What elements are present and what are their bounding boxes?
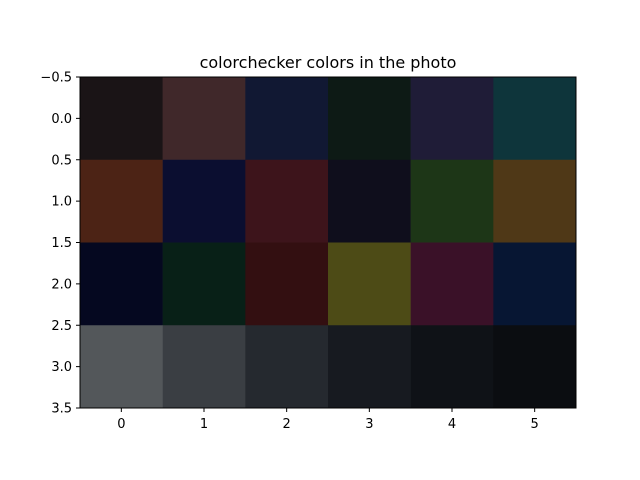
heatmap-cell-r2-c2	[245, 242, 329, 326]
x-tick-label: 3	[365, 417, 373, 432]
y-tick-label: 0.5	[51, 153, 72, 168]
y-tick-label: 0.0	[51, 112, 72, 127]
heatmap-cell-r3-c2	[245, 325, 329, 409]
y-tick-label: −0.5	[40, 71, 72, 86]
heatmap-cell-r1-c3	[328, 159, 411, 243]
y-axis: −0.5 0.0 0.5 1.0 1.5 2.0 2.5 3.0 3.5	[40, 71, 80, 417]
heatmap-cell-r1-c5	[493, 159, 577, 243]
heatmap-cell-r1-c2	[245, 159, 329, 243]
heatmap-cell-r3-c3	[328, 325, 411, 409]
heatmap-cell-r1-c1	[162, 159, 246, 243]
y-tick-label: 2.0	[51, 277, 72, 292]
y-tick-label: 3.0	[51, 360, 72, 375]
x-tick-label: 5	[531, 417, 539, 432]
y-tick-label: 3.5	[51, 402, 72, 417]
heatmap-cell-r0-c3	[328, 77, 411, 161]
heatmap-cell-r0-c1	[162, 77, 246, 161]
chart-title: colorchecker colors in the photo	[200, 53, 457, 72]
x-tick-label: 1	[200, 417, 208, 432]
heatmap-cell-r2-c3	[328, 242, 411, 326]
heatmap-cell-r1-c0	[80, 159, 163, 243]
y-tick-label: 1.0	[51, 195, 72, 210]
heatmap-cell-r3-c1	[162, 325, 246, 409]
heatmap-cell-r2-c4	[410, 242, 494, 326]
x-axis: 0 1 2 3 4 5	[117, 408, 539, 432]
heatmap-cell-r0-c2	[245, 77, 329, 161]
y-tick-label: 1.5	[51, 236, 72, 251]
y-tick-label: 2.5	[51, 319, 72, 334]
heatmap-cell-r3-c4	[410, 325, 494, 409]
heatmap-cell-r0-c0	[80, 77, 163, 161]
heatmap-cell-r1-c4	[410, 159, 494, 243]
x-tick-label: 0	[117, 417, 125, 432]
heatmap-cell-r2-c5	[493, 242, 577, 326]
heatmap-cell-r0-c4	[410, 77, 494, 161]
x-tick-label: 4	[448, 417, 456, 432]
heatmap-cell-r3-c0	[80, 325, 163, 409]
heatmap-cells	[80, 77, 577, 409]
heatmap-cell-r3-c5	[493, 325, 577, 409]
heatmap-cell-r2-c1	[162, 242, 246, 326]
x-tick-label: 2	[283, 417, 291, 432]
heatmap-cell-r2-c0	[80, 242, 163, 326]
heatmap-cell-r0-c5	[493, 77, 577, 161]
